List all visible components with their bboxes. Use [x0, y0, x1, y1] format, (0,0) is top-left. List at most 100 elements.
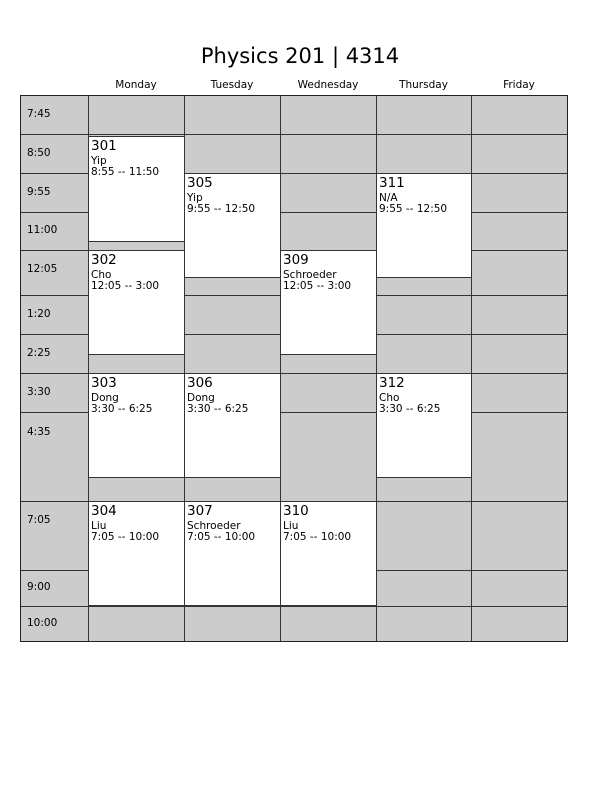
slot-cell [280, 173, 377, 213]
time-range: 7:05 -- 10:00 [187, 531, 256, 543]
instructor-name: Yip [187, 192, 203, 204]
slot-cell [471, 334, 568, 374]
slot-cell [471, 212, 568, 251]
instructor-name: N/A [379, 192, 398, 204]
day-header-tuesday: Tuesday [210, 79, 254, 91]
time-cell [20, 501, 89, 571]
time-range: 9:55 -- 12:50 [379, 203, 448, 215]
time-label: 9:55 [27, 185, 51, 198]
day-header-monday: Monday [115, 79, 157, 91]
section-number: 304 [91, 503, 117, 519]
time-cell [20, 173, 89, 213]
page-title: Physics 201 | 4314 [200, 44, 400, 68]
event-block-310[interactable]: 310 Liu 7:05 -- 10:00 [280, 501, 377, 606]
slot-cell [184, 134, 281, 174]
day-header-friday: Friday [503, 79, 535, 91]
slot-cell [471, 373, 568, 413]
slot-cell [471, 173, 568, 213]
slot-cell [376, 606, 472, 642]
slot-cell [471, 134, 568, 174]
slot-cell [471, 95, 568, 135]
day-header-wednesday: Wednesday [297, 79, 359, 91]
event-block-301[interactable]: 301 Yip 8:55 -- 11:50 [88, 136, 185, 242]
section-number: 311 [379, 175, 405, 191]
slot-cell [88, 606, 185, 642]
event-block-305[interactable]: 305 Yip 9:55 -- 12:50 [184, 173, 281, 278]
event-block-312[interactable]: 312 Cho 3:30 -- 6:25 [376, 373, 472, 478]
section-number: 312 [379, 375, 405, 391]
slot-cell [471, 250, 568, 296]
event-block-311[interactable]: 311 N/A 9:55 -- 12:50 [376, 173, 472, 278]
time-range: 3:30 -- 6:25 [187, 403, 249, 415]
slot-cell [376, 95, 472, 135]
slot-cell [280, 95, 377, 135]
slot-cell [184, 606, 281, 642]
time-label: 1:20 [27, 307, 51, 320]
section-number: 310 [283, 503, 309, 519]
time-label: 12:05 [27, 262, 58, 275]
slot-cell [88, 95, 185, 135]
slot-cell [184, 334, 281, 374]
slot-cell [376, 501, 472, 571]
slot-cell [280, 134, 377, 174]
time-cell [20, 412, 89, 502]
time-label: 8:50 [27, 146, 51, 159]
time-range: 7:05 -- 10:00 [283, 531, 352, 543]
instructor-name: Schroeder [283, 269, 337, 281]
instructor-name: Dong [187, 392, 215, 404]
time-label: 7:45 [27, 107, 51, 120]
section-number: 301 [91, 138, 117, 154]
slot-cell [471, 606, 568, 642]
slot-cell [280, 212, 377, 251]
instructor-name: Cho [91, 269, 112, 281]
instructor-name: Schroeder [187, 520, 241, 532]
instructor-name: Liu [283, 520, 299, 532]
instructor-name: Liu [91, 520, 107, 532]
event-block-302[interactable]: 302 Cho 12:05 -- 3:00 [88, 250, 185, 355]
instructor-name: Cho [379, 392, 400, 404]
time-cell [20, 134, 89, 174]
section-number: 307 [187, 503, 213, 519]
event-block-307[interactable]: 307 Schroeder 7:05 -- 10:00 [184, 501, 281, 606]
time-cell [20, 606, 89, 642]
time-label: 11:00 [27, 224, 58, 236]
slot-cell [471, 570, 568, 607]
time-range: 8:55 -- 11:50 [91, 166, 160, 178]
slot-cell [184, 95, 281, 135]
time-range: 12:05 -- 3:00 [91, 280, 160, 292]
slot-cell [280, 412, 377, 502]
slot-cell [184, 295, 281, 335]
event-block-306[interactable]: 306 Dong 3:30 -- 6:25 [184, 373, 281, 478]
time-range: 7:05 -- 10:00 [91, 531, 160, 543]
time-range: 3:30 -- 6:25 [379, 403, 441, 415]
event-block-303[interactable]: 303 Dong 3:30 -- 6:25 [88, 373, 185, 478]
time-label: 4:35 [27, 426, 51, 438]
event-block-304[interactable]: 304 Liu 7:05 -- 10:00 [88, 501, 185, 606]
instructor-name: Yip [91, 155, 107, 167]
time-range: 3:30 -- 6:25 [91, 403, 153, 415]
section-number: 305 [187, 175, 213, 191]
section-number: 306 [187, 375, 213, 391]
slot-cell [376, 295, 472, 335]
time-range: 9:55 -- 12:50 [187, 203, 256, 215]
time-label: 2:25 [27, 346, 51, 359]
slot-cell [471, 295, 568, 335]
section-number: 303 [91, 375, 117, 391]
slot-cell [376, 570, 472, 607]
day-header-thursday: Thursday [399, 79, 448, 91]
slot-cell [471, 412, 568, 502]
slot-cell [471, 501, 568, 571]
time-range: 12:05 -- 3:00 [283, 280, 352, 292]
slot-cell [280, 373, 377, 413]
slot-cell [376, 334, 472, 374]
time-label: 3:30 [27, 385, 51, 398]
time-label: 10:00 [27, 616, 58, 629]
slot-cell [280, 606, 377, 642]
section-number: 309 [283, 252, 309, 268]
time-label: 7:05 [27, 513, 51, 526]
time-label: 9:00 [27, 581, 51, 593]
event-block-309[interactable]: 309 Schroeder 12:05 -- 3:00 [280, 250, 377, 355]
slot-cell [376, 134, 472, 174]
instructor-name: Dong [91, 392, 119, 404]
